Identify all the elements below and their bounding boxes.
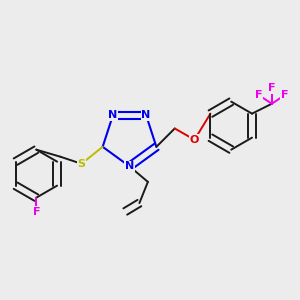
Text: N: N xyxy=(125,161,134,171)
Text: F: F xyxy=(268,83,275,93)
Text: F: F xyxy=(281,90,288,100)
Text: S: S xyxy=(77,159,86,169)
Text: F: F xyxy=(32,207,40,217)
Text: O: O xyxy=(190,135,199,145)
Text: N: N xyxy=(108,110,118,120)
Text: F: F xyxy=(255,90,263,100)
Text: N: N xyxy=(142,110,151,120)
